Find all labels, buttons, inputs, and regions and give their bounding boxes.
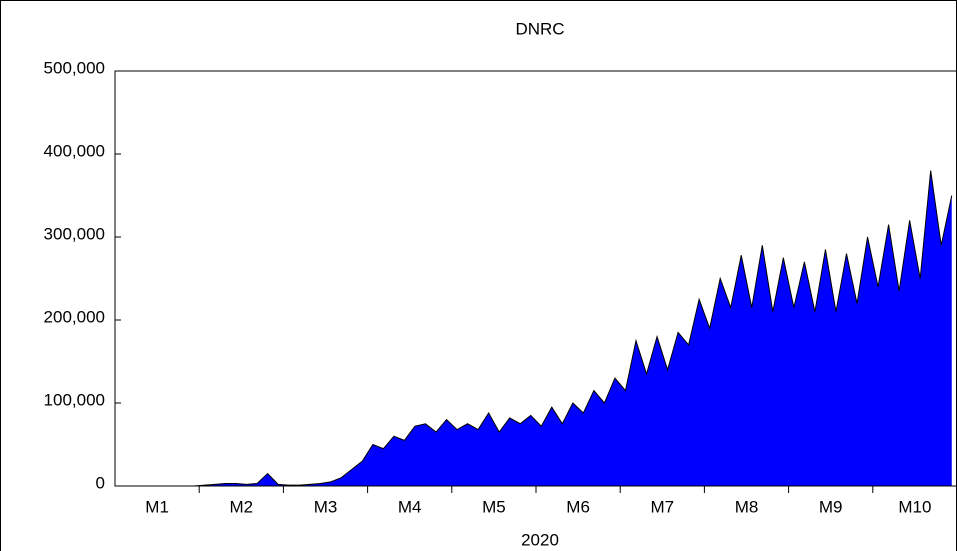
- x-tick-label: M1: [145, 497, 169, 516]
- y-tick-label: 100,000: [44, 390, 105, 409]
- chart-title: DNRC: [515, 19, 564, 38]
- area-outline: [193, 170, 953, 487]
- x-tick-label: M8: [735, 497, 759, 516]
- x-tick-label: M3: [314, 497, 338, 516]
- x-tick-label: M7: [650, 497, 674, 516]
- x-tick-label: M9: [819, 497, 843, 516]
- x-tick-label: M2: [229, 497, 253, 516]
- x-tick-label: M10: [898, 497, 931, 516]
- x-tick-label: M5: [482, 497, 506, 516]
- x-axis-label: 2020: [521, 530, 559, 549]
- x-tick-label: M4: [398, 497, 422, 516]
- y-tick-label: 200,000: [44, 307, 105, 326]
- y-tick-label: 400,000: [44, 141, 105, 160]
- y-tick-label: 0: [96, 473, 105, 492]
- area: [193, 170, 952, 486]
- y-tick-label: 300,000: [44, 224, 105, 243]
- y-tick-label: 500,000: [44, 58, 105, 77]
- x-tick-label: M6: [566, 497, 590, 516]
